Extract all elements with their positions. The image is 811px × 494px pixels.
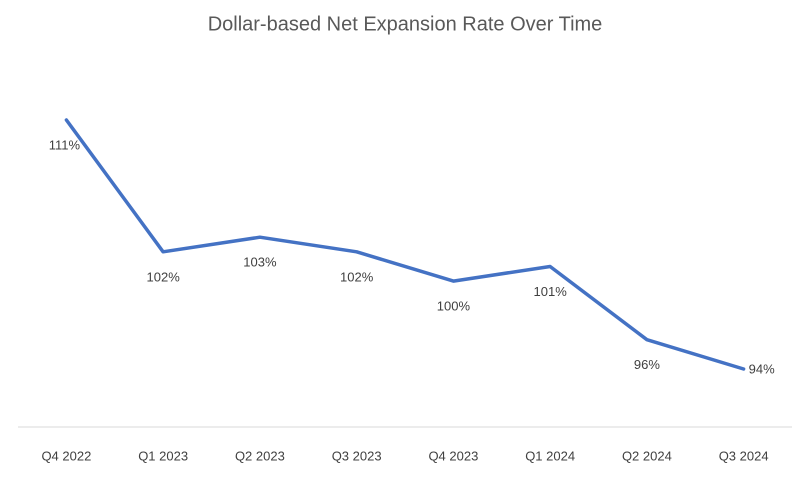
data-label: 101% [534, 284, 568, 299]
x-tick-label: Q4 2023 [428, 448, 478, 463]
data-label: 102% [340, 269, 374, 284]
x-tick-label: Q3 2023 [332, 448, 382, 463]
data-label: 94% [749, 361, 775, 376]
line [64, 118, 746, 371]
data-label: 96% [634, 357, 660, 372]
x-tick-label: Q4 2022 [41, 448, 91, 463]
data-label: 111% [49, 137, 81, 152]
data-label: 100% [437, 299, 471, 314]
chart-title: Dollar-based Net Expansion Rate Over Tim… [208, 13, 603, 35]
x-tick-label: Q2 2023 [235, 448, 285, 463]
data-label: 103% [243, 255, 277, 270]
x-tick-label: Q3 2024 [719, 448, 769, 463]
x-tick-label: Q1 2023 [138, 448, 188, 463]
data-label: 102% [147, 269, 181, 284]
x-tick-label: Q2 2024 [622, 448, 672, 463]
x-tick-label: Q1 2024 [525, 448, 575, 463]
